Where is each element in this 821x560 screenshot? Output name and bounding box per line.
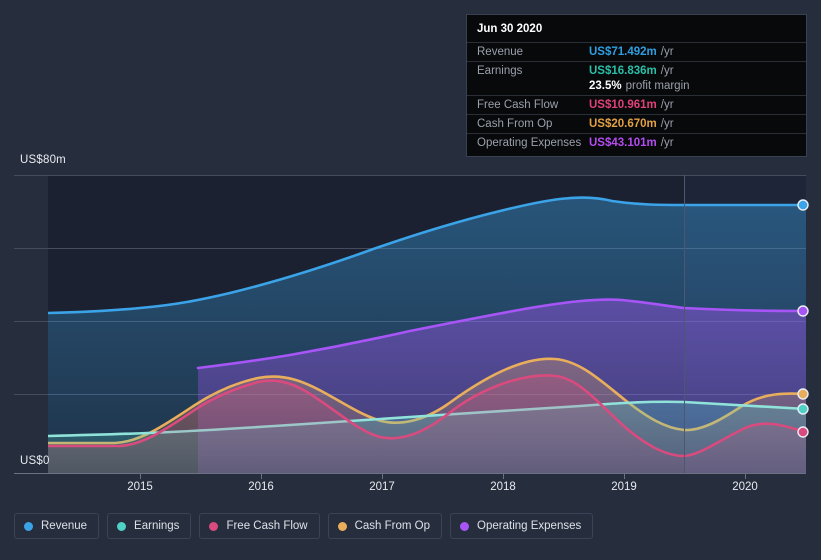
legend-item-free-cash-flow[interactable]: Free Cash Flow (199, 513, 320, 539)
tooltip-unit-operating-expenses: /yr (660, 137, 674, 149)
tooltip-row-revenue: Revenue US$71.492m /yr (467, 42, 806, 61)
legend-label-revenue: Revenue (41, 520, 88, 532)
legend-label-operating-expenses: Operating Expenses (477, 520, 582, 532)
chart-legend: Revenue Earnings Free Cash Flow Cash Fro… (14, 513, 594, 539)
tooltip-unit-cash-from-op: /yr (660, 118, 674, 130)
x-axis-tick-2018: 2018 (490, 481, 516, 493)
tooltip-row-free-cash-flow: Free Cash Flow US$10.961m /yr (467, 95, 806, 114)
tooltip-value-revenue: US$71.492m (589, 46, 657, 58)
tooltip-row-earnings: Earnings US$16.836m /yr (467, 61, 806, 80)
tooltip-label-operating-expenses: Operating Expenses (477, 137, 582, 149)
tooltip-unit-revenue: /yr (660, 46, 674, 58)
x-axis-tick-2019: 2019 (611, 481, 637, 493)
tooltip-row-cash-from-op: Cash From Op US$20.670m /yr (467, 114, 806, 133)
endpoint-free-cash-flow (797, 426, 809, 438)
line-revenue (48, 196, 806, 315)
tooltip-label-free-cash-flow: Free Cash Flow (477, 99, 559, 111)
x-axis-tick-2016: 2016 (248, 481, 274, 493)
legend-label-cash-from-op: Cash From Op (354, 520, 431, 532)
legend-label-earnings: Earnings (134, 520, 180, 532)
x-tick-marks (140, 473, 746, 479)
line-operating-expenses (196, 298, 806, 370)
legend-dot-operating-expenses-icon (460, 521, 470, 531)
tooltip-text-profit-margin: profit margin (625, 80, 690, 92)
legend-dot-revenue-icon (24, 521, 33, 531)
endpoint-operating-expenses (797, 305, 809, 317)
legend-item-cash-from-op[interactable]: Cash From Op (327, 513, 443, 539)
tooltip-value-operating-expenses: US$43.101m (589, 137, 657, 149)
x-axis-tick-2015: 2015 (127, 481, 153, 493)
tooltip-label-revenue: Revenue (477, 46, 524, 58)
tooltip-unit-earnings: /yr (660, 65, 674, 77)
endpoint-cash-from-op (797, 388, 809, 400)
legend-item-earnings[interactable]: Earnings (107, 513, 192, 539)
tooltip-value-cash-from-op: US$20.670m (589, 118, 657, 130)
legend-dot-free-cash-flow-icon (209, 521, 219, 531)
x-axis-tick-2020: 2020 (732, 481, 758, 493)
tooltip-date: Jun 30 2020 (477, 23, 543, 35)
tooltip-value-profit-margin: 23.5% (589, 80, 622, 92)
tooltip-label-earnings: Earnings (477, 65, 523, 77)
tooltip-value-earnings: US$16.836m (589, 65, 657, 77)
y-axis-label-zero: US$0 (20, 455, 50, 467)
chart-tooltip: Jun 30 2020 Revenue US$71.492m /yr Earni… (466, 14, 807, 157)
legend-label-free-cash-flow: Free Cash Flow (226, 520, 308, 532)
endpoint-earnings (797, 403, 809, 415)
legend-item-operating-expenses[interactable]: Operating Expenses (450, 513, 594, 539)
series-endpoint-markers (797, 199, 809, 438)
x-axis-tick-2017: 2017 (369, 481, 395, 493)
chart-canvas (14, 175, 809, 479)
y-axis-label-max: US$80m (20, 154, 66, 166)
area-free-cash-flow (48, 375, 806, 473)
tooltip-row-profit-margin: 23.5% profit margin (467, 80, 806, 95)
endpoint-revenue (797, 199, 809, 211)
legend-item-revenue[interactable]: Revenue (14, 513, 100, 539)
tooltip-row-operating-expenses: Operating Expenses US$43.101m /yr (467, 133, 806, 152)
legend-dot-cash-from-op-icon (337, 521, 347, 531)
tooltip-value-free-cash-flow: US$10.961m (589, 99, 657, 111)
series-layer (48, 196, 806, 473)
legend-dot-earnings-icon (117, 521, 127, 531)
tooltip-unit-free-cash-flow: /yr (660, 99, 674, 111)
tooltip-label-cash-from-op: Cash From Op (477, 118, 553, 130)
